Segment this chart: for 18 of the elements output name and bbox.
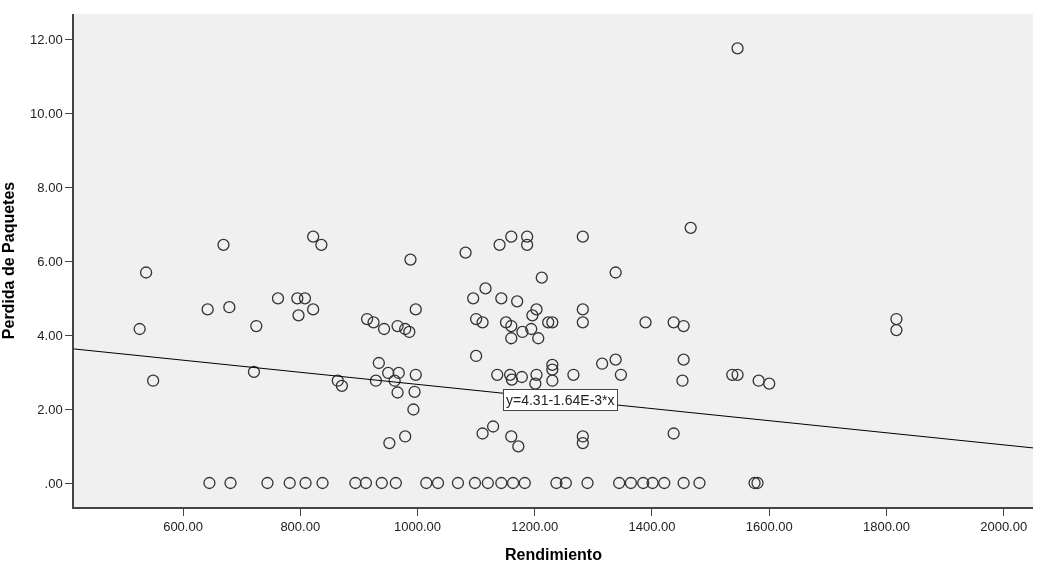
y-tick-label: 4.00 — [37, 327, 63, 343]
y-tick-label: 6.00 — [37, 253, 63, 269]
x-tick-label: 600.00 — [163, 519, 203, 535]
y-axis-title: Perdida de Paquetes — [0, 181, 17, 340]
x-tick-label: 800.00 — [280, 519, 321, 535]
y-tick-label: 8.00 — [37, 180, 63, 196]
x-axis-title: Rendimiento — [505, 545, 603, 563]
y-tick-label: 2.00 — [37, 401, 63, 417]
annotation: y=4.31-1.64E-3*x — [506, 392, 615, 408]
y-tick-label: .00 — [44, 475, 63, 491]
x-tick-label: 1800.00 — [862, 519, 910, 535]
x-tick-label: 1400.00 — [628, 519, 676, 535]
x-tick-label: 1000.00 — [394, 519, 441, 535]
x-tick-label: 2000.00 — [980, 519, 1028, 535]
x-tick-label: 1600.00 — [745, 519, 793, 535]
y-tick-label: 10.00 — [30, 106, 63, 122]
y-tick-label: 12.00 — [30, 32, 63, 48]
x-tick-label: 1200.00 — [511, 519, 559, 535]
